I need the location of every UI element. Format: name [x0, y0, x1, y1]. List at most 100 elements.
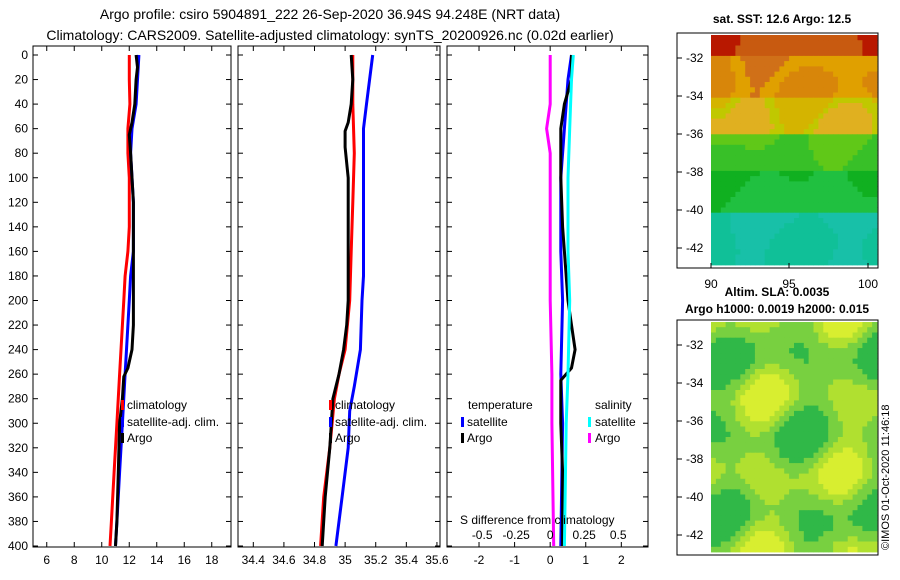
sst-map-cell	[774, 155, 780, 161]
sst-map-cell	[852, 71, 858, 78]
sst-map-cell	[842, 71, 849, 78]
sst-map-cell	[794, 50, 800, 57]
sla-map-cell	[754, 358, 761, 365]
sla-map-cell	[754, 546, 761, 553]
sla-map-cell	[774, 363, 780, 370]
sst-map-cell	[740, 66, 746, 72]
sla-map-cell	[847, 390, 853, 396]
sla-map-cell	[798, 520, 805, 527]
sst-map-cell	[818, 50, 824, 57]
sst-map-cell	[798, 228, 805, 234]
sst-map-cell	[867, 259, 873, 266]
sla-map-cell	[759, 431, 766, 438]
sla-map-cell	[769, 405, 775, 412]
sla-map-cell	[740, 525, 746, 532]
sst-map-cell	[720, 165, 727, 172]
sla-map-cell	[769, 505, 775, 511]
sst-map-cell	[867, 92, 873, 99]
sst-map-cell	[808, 155, 814, 161]
sla-map-cell	[715, 468, 722, 474]
sla-map-cell	[852, 426, 858, 433]
sst-map-cell	[735, 254, 741, 261]
sst-map-cell	[808, 186, 814, 193]
sla-map-cell	[750, 405, 756, 412]
sst-map-cell	[769, 186, 775, 193]
sst-map-cell	[750, 212, 756, 219]
sla-map-cell	[730, 536, 736, 542]
sla-map-cell	[764, 489, 770, 495]
sst-map-cell	[867, 176, 873, 182]
sst-map-cell	[803, 186, 810, 193]
sla-map-cell	[711, 505, 717, 511]
sst-map-cell	[842, 82, 849, 88]
sla-map-cell	[779, 369, 785, 375]
sla-map-cell	[852, 478, 858, 485]
sla-map-cell	[759, 400, 766, 406]
sst-map-cell	[735, 87, 741, 93]
sst-map-cell	[784, 155, 790, 161]
sst-map-cell	[769, 35, 775, 41]
sst-map-cell	[754, 113, 761, 119]
sla-map-cell	[784, 541, 790, 548]
sst-map-cell	[759, 76, 766, 83]
sst-map-cell	[808, 50, 814, 57]
sst-map-cell	[813, 165, 819, 172]
sst-map-cell	[867, 134, 873, 140]
sst-map-cell	[774, 97, 780, 104]
sst-map-cell	[803, 129, 810, 135]
sst-map-cell	[769, 238, 775, 245]
sla-map-cell	[774, 332, 780, 339]
sst-map-cell	[740, 82, 746, 88]
sla-map-cell	[711, 358, 717, 365]
sst-map-cell	[837, 129, 844, 135]
sla-map-cell	[764, 353, 770, 359]
sla-map-cell	[842, 390, 849, 396]
sla-map-cell	[852, 390, 858, 396]
sst-map-cell	[750, 50, 756, 57]
sla-map-cell	[837, 374, 844, 380]
sst-map-cell	[774, 244, 780, 250]
sst-map-cell	[867, 165, 873, 172]
sla-map-cell	[740, 390, 746, 396]
sst-map-cell	[720, 197, 727, 203]
sla-map-cell	[842, 489, 849, 495]
sla-map-cell	[745, 546, 751, 553]
temp-x-tick-label: 10	[95, 553, 109, 567]
sla-map-cell	[754, 332, 761, 339]
sla-map-cell	[789, 327, 795, 333]
sst-map-cell	[842, 50, 849, 57]
sla-map-cell	[872, 327, 878, 333]
sst-map-cell	[828, 223, 834, 229]
sst-map-cell	[725, 181, 731, 187]
sst-map-cell	[784, 181, 790, 187]
sst-map-cell	[779, 103, 785, 109]
sla-map-cell	[818, 405, 824, 412]
sla-map-cell	[803, 379, 810, 386]
sst-map-cell	[735, 197, 741, 203]
sla-map-cell	[754, 426, 761, 433]
sla-map-cell	[833, 348, 839, 354]
sla-map-cell	[857, 463, 863, 469]
diff-legend-sal-satellite-swatch	[588, 417, 591, 427]
sst-map-cell	[808, 197, 814, 203]
sla-map-cell	[740, 337, 746, 344]
sst-map-cell	[715, 244, 722, 250]
sst-map-cell	[769, 118, 775, 125]
sst-map-y-tick-label: -42	[686, 241, 704, 255]
sla-map-cell	[837, 416, 844, 422]
sst-map-cell	[764, 123, 770, 130]
sla-map-cell	[808, 353, 814, 359]
sst-map-cell	[823, 113, 829, 119]
sst-map-cell	[794, 238, 800, 245]
sla-map-cell	[735, 416, 741, 422]
sla-map-cell	[857, 489, 863, 495]
sla-map-cell	[872, 525, 878, 532]
sst-map-cell	[794, 40, 800, 46]
sst-map-cell	[789, 103, 795, 109]
sst-map-cell	[872, 160, 878, 167]
sla-map-cell	[828, 525, 834, 532]
sla-map-cell	[745, 505, 751, 511]
sla-map-cell	[750, 400, 756, 406]
sla-map-cell	[754, 363, 761, 370]
sst-map-cell	[794, 76, 800, 83]
